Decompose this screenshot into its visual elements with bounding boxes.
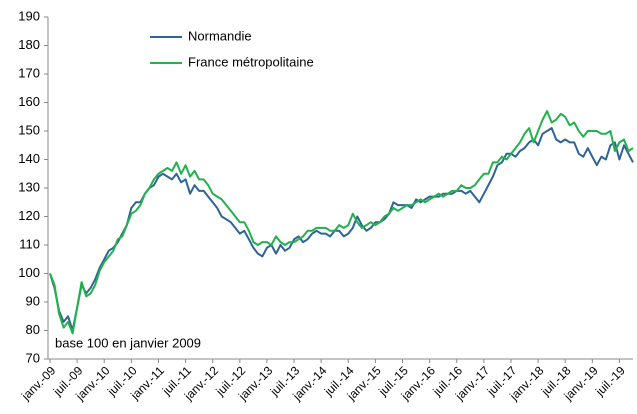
y-tick-label: 130: [18, 179, 40, 194]
y-tick-label: 90: [26, 293, 40, 308]
y-tick-label: 110: [19, 236, 40, 251]
y-tick-label: 150: [18, 122, 40, 137]
annotation: base 100 en janvier 2009: [55, 335, 201, 350]
legend-label: France métropolitaine: [188, 54, 314, 69]
y-tick-label: 80: [26, 322, 40, 337]
y-tick-label: 70: [26, 350, 40, 365]
series-line: [49, 127, 634, 332]
y-tick-label: 180: [18, 37, 40, 52]
y-tick-label: 170: [18, 65, 40, 80]
x-tick-label: janv.-09: [18, 363, 58, 403]
y-tick-label: 120: [18, 208, 40, 223]
y-tick-label: 100: [18, 265, 40, 280]
y-tick-label: 140: [18, 151, 40, 166]
x-tick-label: juil.-19: [592, 363, 628, 399]
y-tick-label: 190: [18, 8, 40, 23]
y-tick-label: 160: [18, 94, 40, 109]
legend-label: Normandie: [188, 28, 252, 43]
series-line: [49, 110, 634, 335]
